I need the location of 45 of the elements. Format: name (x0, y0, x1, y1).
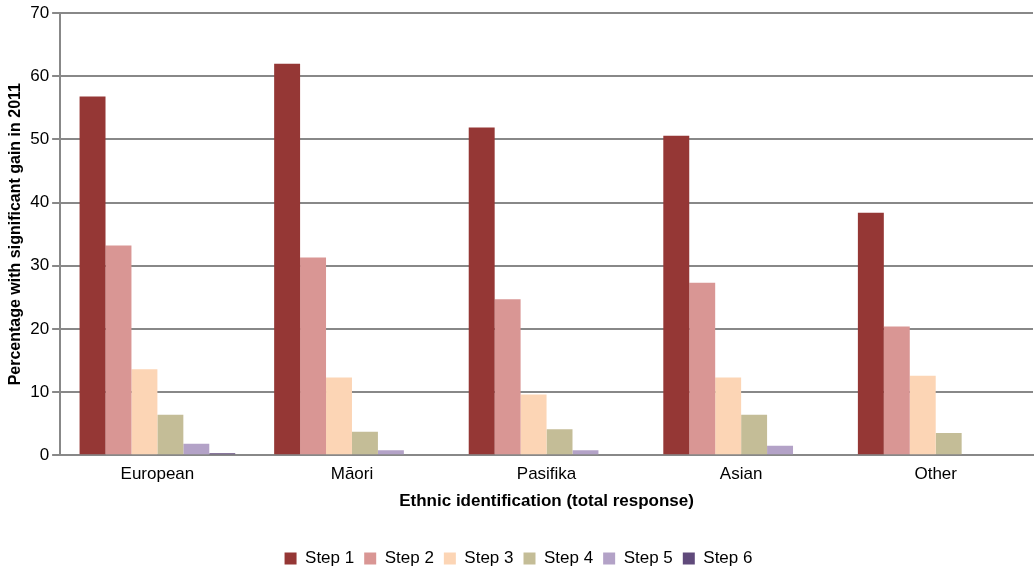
y-tick-label: 10 (30, 381, 50, 401)
bar (689, 282, 716, 455)
bar (663, 135, 690, 455)
bar (105, 245, 132, 455)
bar (468, 127, 495, 455)
x-tick-label: Māori (330, 464, 374, 484)
x-tick-label: Other (914, 464, 958, 484)
bar (131, 369, 158, 455)
legend-label: Step 5 (623, 548, 673, 568)
y-tick-label: 70 (30, 2, 50, 22)
bar (883, 326, 910, 455)
bar (351, 431, 378, 455)
bar (274, 63, 301, 455)
bar (520, 394, 547, 455)
bar (326, 377, 352, 455)
y-tick-label: 50 (30, 129, 50, 149)
x-tick-label: Pasifika (516, 464, 577, 484)
bar (572, 450, 599, 455)
legend-label: Step 6 (703, 548, 753, 568)
y-axis-title: Percentage with significant gain in 2011 (6, 82, 24, 386)
y-tick-label: 30 (30, 255, 50, 275)
bar (857, 212, 884, 455)
bar (546, 429, 573, 455)
bar (300, 257, 327, 455)
x-axis-title: Ethnic identification (total response) (399, 491, 694, 511)
bar (494, 299, 521, 455)
y-tick-label: 0 (39, 444, 50, 464)
y-tick-label: 20 (30, 318, 50, 338)
bar (157, 414, 184, 455)
bar (767, 445, 794, 455)
bar (183, 443, 210, 455)
legend-label: Step 3 (464, 548, 514, 568)
y-tick-label: 40 (30, 192, 50, 212)
bar (79, 96, 106, 455)
bar (935, 433, 962, 455)
legend-label: Step 4 (544, 548, 594, 568)
legend-label: Step 1 (305, 548, 355, 568)
bar (715, 377, 742, 455)
x-tick-label: European (120, 464, 195, 484)
bar (741, 414, 768, 455)
legend-label: Step 2 (384, 548, 434, 568)
x-tick-label: Asian (719, 464, 763, 484)
y-tick-label: 60 (30, 66, 50, 86)
bar (377, 450, 404, 455)
bar (909, 375, 936, 455)
